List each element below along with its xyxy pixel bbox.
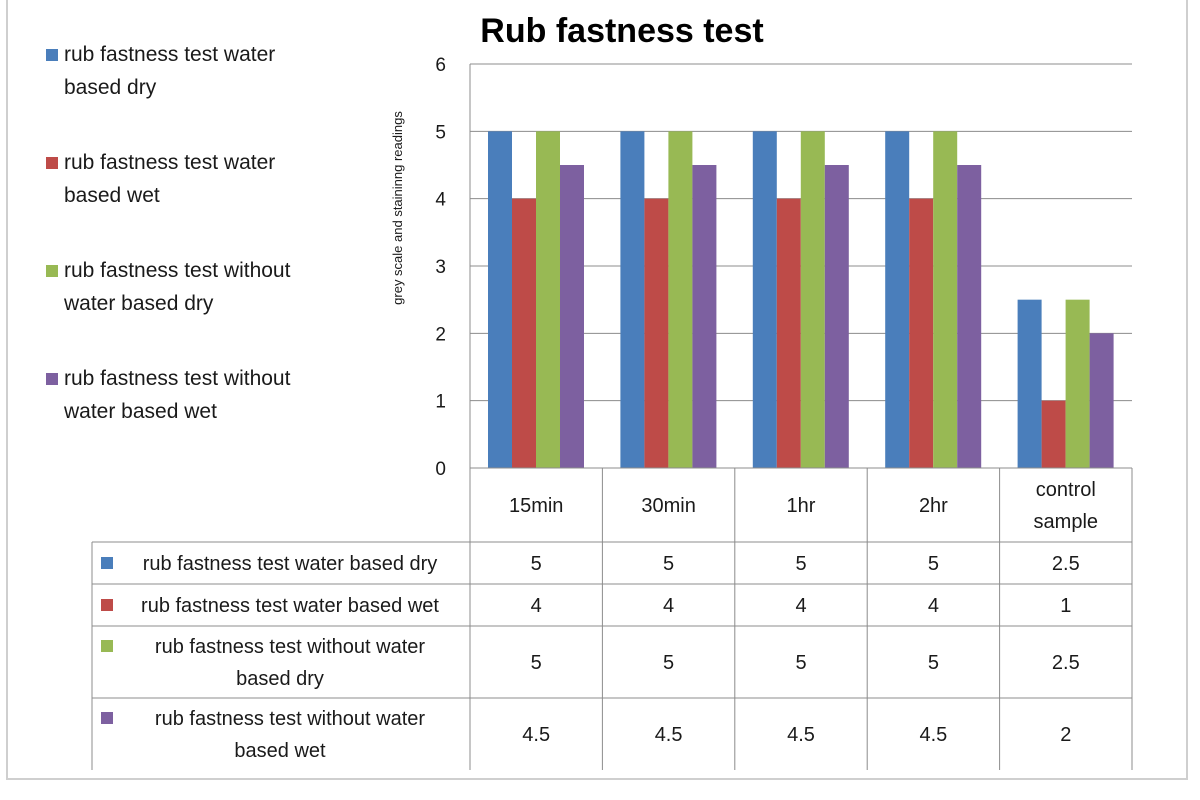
data-table bbox=[91, 467, 1133, 770]
y-tick-label: 6 bbox=[435, 55, 446, 76]
category-label: 2hr bbox=[919, 495, 948, 517]
table-value: 5 bbox=[928, 652, 939, 674]
bar-3 bbox=[668, 131, 693, 469]
legend-swatch-3 bbox=[46, 265, 58, 277]
legend-swatch-2 bbox=[46, 157, 58, 169]
table-value: 4.5 bbox=[919, 724, 947, 746]
image-frame-left bbox=[6, 0, 8, 780]
table-value: 2.5 bbox=[1052, 553, 1080, 575]
category-label: 15min bbox=[509, 495, 563, 517]
legend-swatch-4 bbox=[46, 373, 58, 385]
table-swatch-4 bbox=[101, 712, 113, 724]
image-frame-right bbox=[1186, 0, 1188, 780]
table-swatch-2 bbox=[101, 599, 113, 611]
y-tick-label: 3 bbox=[435, 257, 446, 278]
table-value: 5 bbox=[663, 553, 674, 575]
table-row-label: rub fastness test without water based dry bbox=[155, 636, 425, 690]
legend-label: rub fastness test water based dry bbox=[64, 43, 275, 99]
table-value: 5 bbox=[663, 652, 674, 674]
table-value: 5 bbox=[928, 553, 939, 575]
table-value: 4.5 bbox=[655, 724, 683, 746]
table-value: 1 bbox=[1060, 595, 1071, 617]
bar-4 bbox=[824, 165, 849, 468]
bar-4 bbox=[560, 165, 584, 468]
legend-label: rub fastness test water based wet bbox=[64, 151, 275, 207]
table-value: 4.5 bbox=[787, 724, 815, 746]
bar-1 bbox=[620, 131, 645, 469]
table-row-label: rub fastness test without water based wet bbox=[155, 708, 425, 762]
bar-4 bbox=[692, 165, 717, 468]
y-axis-label: grey scale and staininng readings bbox=[390, 111, 405, 305]
y-tick-label: 1 bbox=[435, 392, 446, 413]
table-value: 4 bbox=[928, 595, 939, 617]
table-value: 5 bbox=[531, 553, 542, 575]
bar-2 bbox=[776, 198, 801, 468]
y-tick-label: 2 bbox=[435, 324, 446, 345]
table-swatch-1 bbox=[101, 557, 113, 569]
y-tick-label: 5 bbox=[435, 122, 446, 143]
bar-2 bbox=[909, 198, 934, 468]
bar-1 bbox=[885, 131, 910, 469]
bar-3 bbox=[536, 131, 560, 469]
y-tick-label: 0 bbox=[435, 459, 446, 480]
bar-4 bbox=[957, 165, 982, 468]
legend-label: rub fastness test without water based dry bbox=[63, 259, 291, 315]
table-value: 2 bbox=[1060, 724, 1071, 746]
legend-label: rub fastness test without water based wet bbox=[63, 367, 291, 423]
table-value: 4 bbox=[663, 595, 674, 617]
category-label: control sample bbox=[1034, 479, 1098, 533]
bar-1 bbox=[752, 131, 777, 469]
table-value: 5 bbox=[795, 553, 806, 575]
bar-2 bbox=[512, 198, 536, 468]
table-value: 2.5 bbox=[1052, 652, 1080, 674]
table-value: 5 bbox=[531, 652, 542, 674]
y-tick-label: 4 bbox=[435, 190, 446, 211]
bar-2 bbox=[1041, 400, 1066, 468]
category-label: 30min bbox=[641, 495, 695, 517]
table-swatch-3 bbox=[101, 640, 113, 652]
table-row-label: rub fastness test water based dry bbox=[143, 553, 438, 575]
table-value: 4.5 bbox=[522, 724, 550, 746]
bar-3 bbox=[933, 131, 958, 469]
category-label: 1hr bbox=[787, 495, 816, 517]
bar-1 bbox=[1017, 299, 1042, 468]
table-value: 4 bbox=[531, 595, 542, 617]
table-value: 4 bbox=[795, 595, 806, 617]
bar-1 bbox=[488, 131, 512, 469]
chart-title: Rub fastness test bbox=[480, 12, 763, 50]
image-frame-bottom bbox=[6, 778, 1188, 780]
bar-3 bbox=[1065, 299, 1090, 468]
table-value: 5 bbox=[795, 652, 806, 674]
bar-2 bbox=[644, 198, 669, 468]
table-row-label: rub fastness test water based wet bbox=[141, 595, 439, 617]
legend-swatch-1 bbox=[46, 49, 58, 61]
bar-3 bbox=[800, 131, 825, 469]
bar-4 bbox=[1089, 333, 1114, 468]
